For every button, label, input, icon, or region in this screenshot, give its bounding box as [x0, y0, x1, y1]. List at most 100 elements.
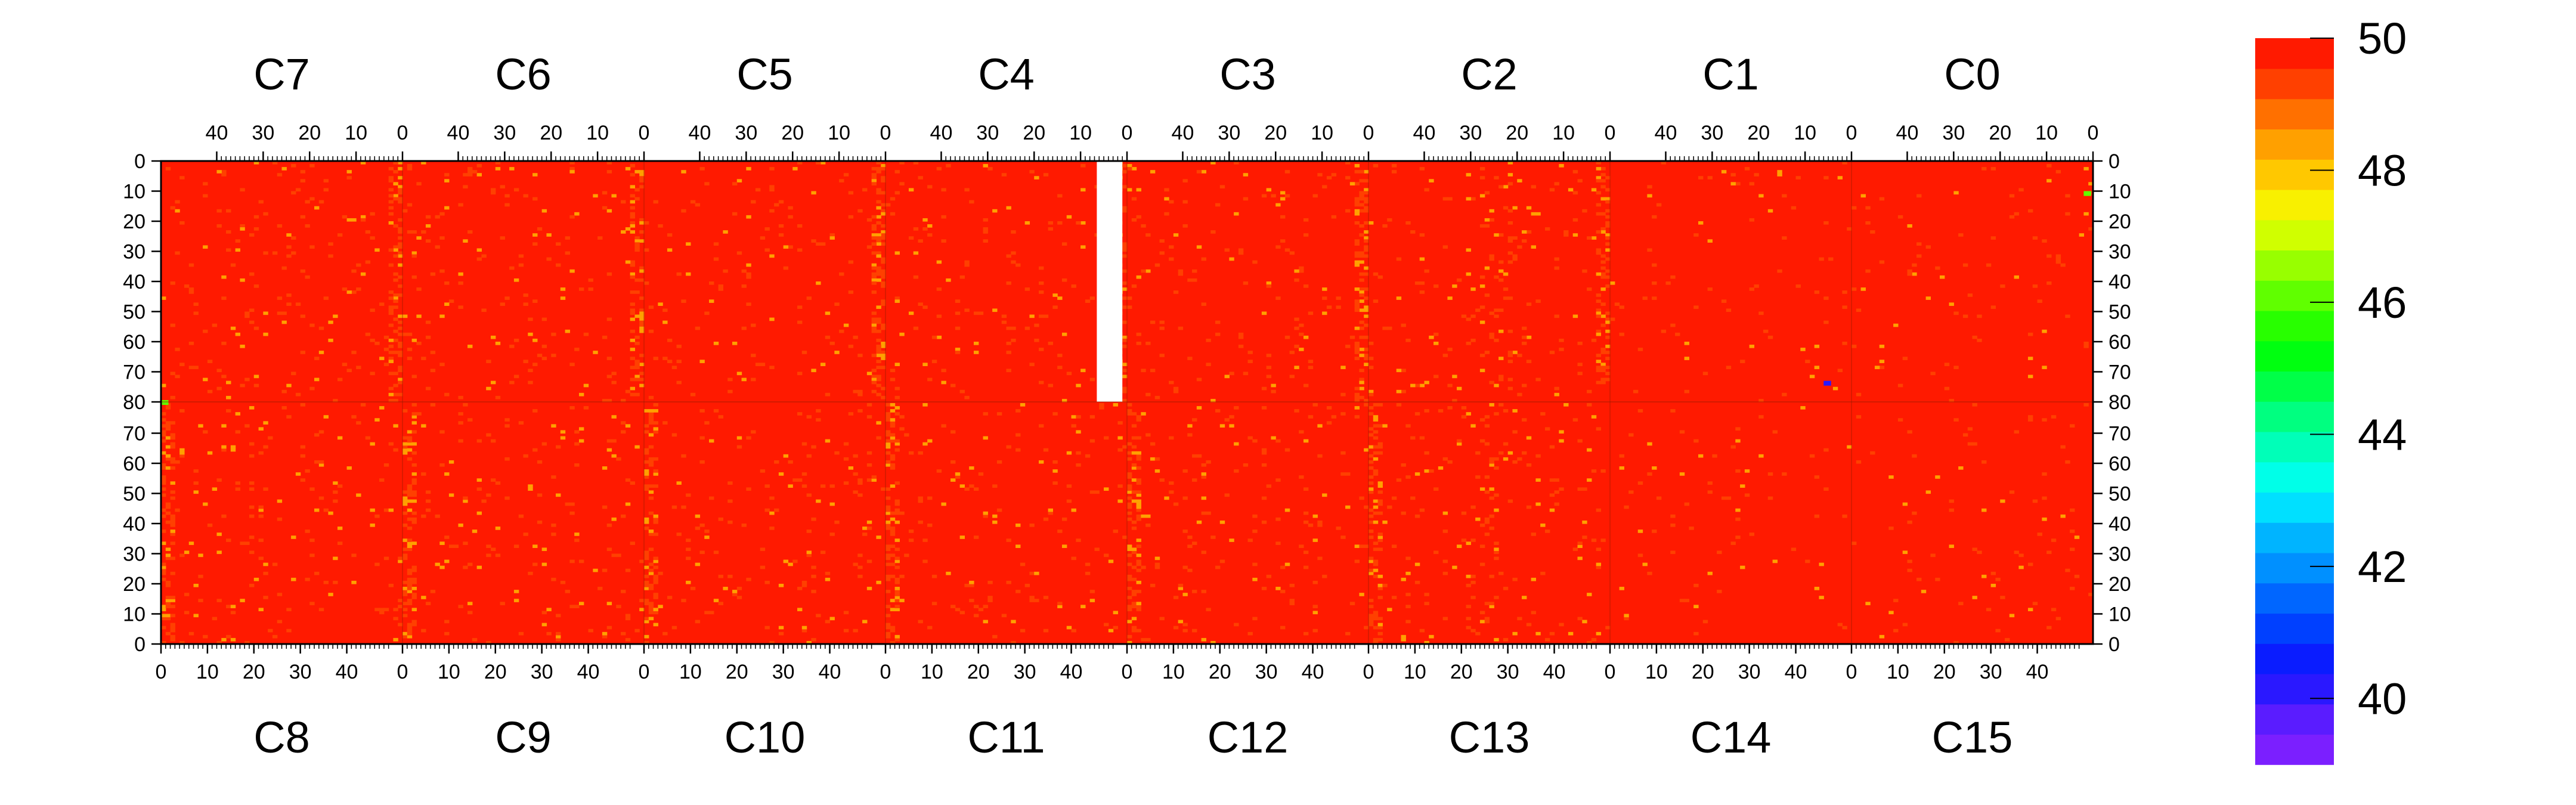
heatmap-cell [1466, 574, 1471, 578]
heatmap-cell [161, 430, 166, 434]
heatmap-cell [644, 580, 649, 584]
heatmap-cell [309, 245, 315, 249]
heatmap-cell [1865, 269, 1871, 273]
heatmap-cell [1619, 305, 1624, 309]
heatmap-cell [1373, 430, 1379, 434]
heatmap-cell [969, 200, 974, 204]
heatmap-cell [816, 281, 821, 285]
heatmap-cell [1740, 360, 1745, 363]
heatmap-cell [783, 454, 789, 458]
heatmap-cell [398, 218, 403, 222]
heatmap-cell [393, 272, 398, 276]
right-axis-tick-label: 40 [2109, 513, 2131, 535]
heatmap-cell [886, 412, 891, 416]
heatmap-cell [834, 520, 840, 524]
heatmap-cell [639, 230, 645, 234]
heatmap-cell [1424, 409, 1429, 413]
heatmap-cell [444, 302, 450, 306]
heatmap-cell [1373, 457, 1379, 461]
heatmap-cell [1066, 215, 1072, 219]
heatmap-cell [1526, 206, 1532, 210]
heatmap-cell [2032, 499, 2038, 503]
heatmap-cell [686, 493, 691, 497]
heatmap-cell [1206, 460, 1211, 464]
heatmap-cell [894, 363, 900, 366]
heatmap-cell [1173, 626, 1179, 630]
heatmap-cell [1261, 520, 1267, 524]
heatmap-cell [291, 164, 296, 168]
heatmap-cell [1359, 299, 1364, 303]
heatmap-cell [216, 478, 222, 482]
top-axis-tick-label: 40 [206, 122, 228, 144]
heatmap-cell [1299, 348, 1304, 351]
heatmap-cell [556, 445, 561, 449]
heatmap-cell [922, 227, 928, 231]
heatmap-cell [1284, 448, 1290, 452]
color-scale-label: 50 [2358, 14, 2407, 63]
heatmap-cell [504, 496, 510, 500]
heatmap-cell [1359, 233, 1364, 237]
heatmap-cell [839, 272, 844, 276]
heatmap-cell [1735, 427, 1741, 431]
heatmap-cell [1401, 511, 1406, 515]
heatmap-cell [1011, 251, 1016, 255]
heatmap-cell [1057, 602, 1063, 605]
heatmap-cell [1596, 369, 1602, 373]
heatmap-cell [407, 571, 413, 575]
heatmap-cell [1507, 296, 1513, 300]
heatmap-cell [1015, 544, 1021, 548]
heatmap-cell [161, 433, 166, 437]
right-axis-tick-label: 70 [2109, 423, 2131, 445]
bottom-axis-tick-label: 10 [1162, 661, 1185, 683]
heatmap-cell [402, 490, 408, 494]
heatmap-cell [1131, 167, 1137, 171]
heatmap-cell [648, 412, 654, 416]
heatmap-cell [1758, 415, 1764, 419]
heatmap-cell [1364, 245, 1369, 249]
heatmap-cell [439, 541, 445, 545]
heatmap-cell [398, 559, 403, 564]
heatmap-cell [281, 389, 287, 394]
heatmap-cell [876, 167, 881, 171]
heatmap-cell [1897, 383, 1903, 388]
heatmap-cell [871, 326, 877, 330]
heatmap-cell [1001, 314, 1007, 318]
heatmap-cell [1498, 185, 1504, 189]
heatmap-cell [634, 335, 640, 339]
heatmap-cell [1131, 602, 1137, 605]
heatmap-cell [318, 496, 324, 500]
heatmap-cell [2027, 357, 2033, 360]
heatmap-cell [983, 412, 988, 416]
heatmap-cell [305, 469, 310, 473]
heatmap-cell [170, 571, 175, 575]
heatmap-cell [398, 254, 403, 258]
heatmap-cell [899, 415, 905, 419]
heatmap-cell [676, 481, 682, 485]
heatmap-cell [1238, 335, 1244, 339]
heatmap-cell [950, 605, 956, 608]
heatmap-cell [411, 412, 417, 416]
heatmap-cell [1507, 360, 1513, 363]
heatmap-cell [1131, 626, 1137, 630]
heatmap-cell [811, 239, 816, 243]
heatmap-cell [1104, 436, 1109, 440]
heatmap-cell [365, 230, 371, 234]
heatmap-cell [639, 354, 645, 357]
heatmap-cell [621, 398, 626, 402]
heatmap-cell [398, 242, 403, 246]
heatmap-cell [681, 209, 686, 213]
heatmap-cell [843, 457, 849, 461]
heatmap-cell [411, 254, 417, 258]
heatmap-cell [1159, 320, 1165, 324]
heatmap-cell [1517, 245, 1522, 249]
heatmap-cell [1229, 371, 1234, 376]
heatmap-cell [1990, 584, 1996, 587]
color-scale-band [2255, 189, 2334, 221]
heatmap-cell [1131, 412, 1137, 416]
heatmap-cell [1373, 424, 1379, 428]
heatmap-cell [407, 628, 413, 633]
heatmap-cell [1261, 406, 1267, 410]
heatmap-cell [1605, 176, 1611, 179]
heatmap-cell [374, 514, 380, 518]
heatmap-cell [871, 311, 877, 315]
